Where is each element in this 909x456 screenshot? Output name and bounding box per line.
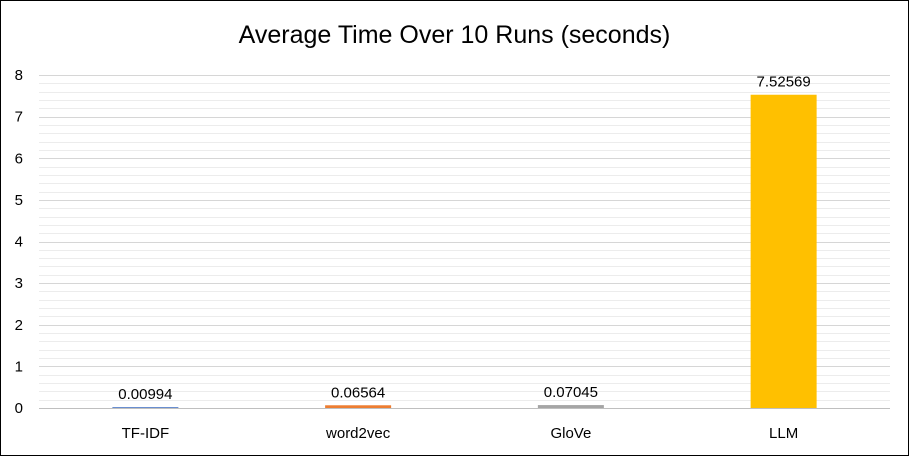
x-tick-label: LLM xyxy=(769,425,798,442)
gridlines xyxy=(39,75,890,409)
chart-title: Average Time Over 10 Runs (seconds) xyxy=(238,21,671,49)
axes: 0 1 2 3 4 5 6 7 8 xyxy=(15,67,890,417)
labels: 0.00994 TF-IDF 0.06564 word2vec 0.07045 GloVe… xyxy=(118,74,810,442)
bar xyxy=(325,405,392,408)
data-label: 0.07045 xyxy=(544,384,598,401)
data-label: 7.52569 xyxy=(757,74,811,91)
bar xyxy=(537,405,604,408)
y-tick-label: 6 xyxy=(15,150,23,167)
y-tick-label: 0 xyxy=(15,400,23,417)
x-tick-label: GloVe xyxy=(550,425,591,442)
y-tick-label: 3 xyxy=(15,275,23,292)
bar xyxy=(112,407,179,408)
data-label: 0.06564 xyxy=(331,384,385,401)
y-tick-label: 4 xyxy=(15,234,23,251)
x-tick-label: TF-IDF xyxy=(122,425,169,442)
data-label: 0.00994 xyxy=(118,386,172,403)
y-tick-label: 8 xyxy=(15,67,23,84)
bar xyxy=(750,94,817,408)
y-tick-label: 5 xyxy=(15,192,23,209)
x-tick-label: word2vec xyxy=(325,425,391,442)
y-tick-label: 2 xyxy=(15,317,23,334)
y-tick-label: 7 xyxy=(15,109,23,126)
bars xyxy=(112,94,817,408)
y-tick-label: 1 xyxy=(15,358,23,375)
